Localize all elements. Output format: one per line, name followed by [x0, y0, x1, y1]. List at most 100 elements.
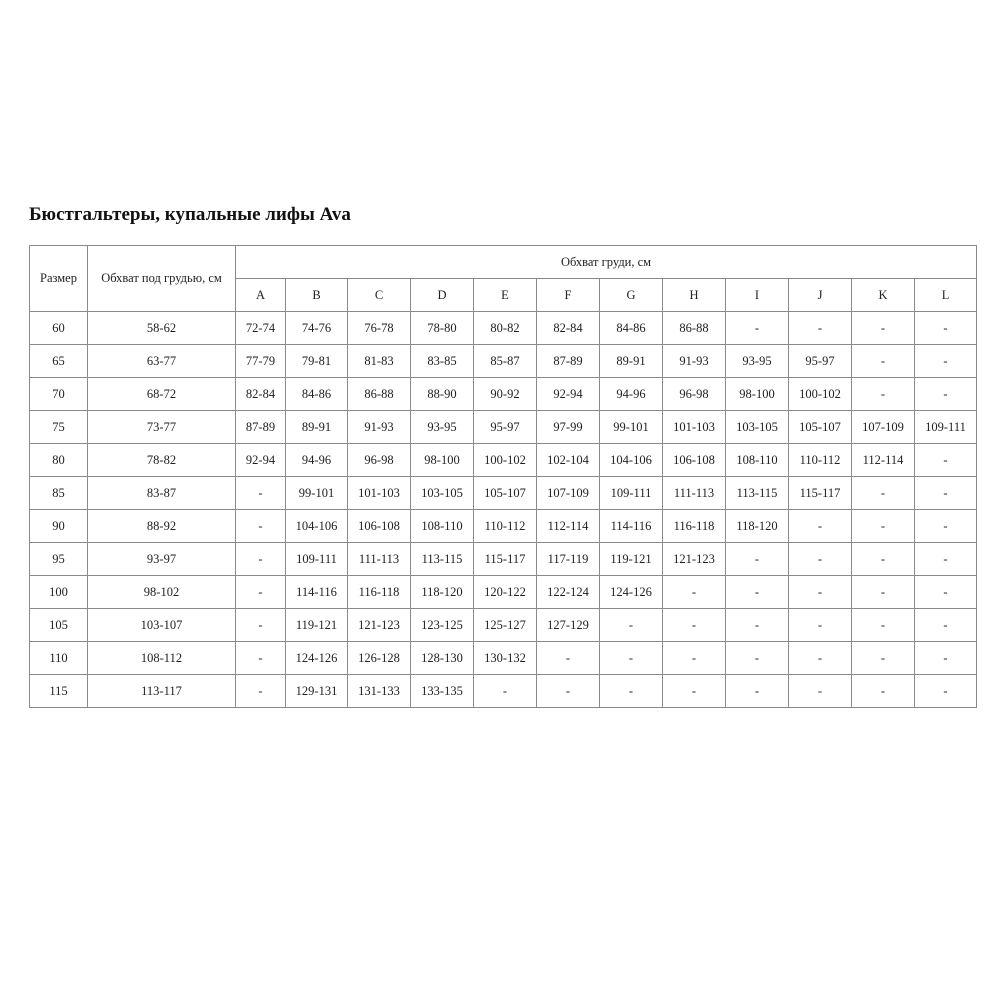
bust-cell: -: [913, 377, 978, 411]
table-row: 100 98-102-114-116 116-118 118-120 120-122 12…: [29, 575, 978, 609]
header-cup-h: H: [662, 278, 726, 312]
header-cup-f: F: [536, 278, 600, 312]
page-title: Бюстгальтеры, купальные лифы Ava: [29, 204, 351, 225]
bust-cell: 98-100: [725, 377, 789, 411]
bust-cell: -: [913, 575, 978, 609]
bust-cell: 74-76: [285, 311, 348, 345]
bust-cell: 133-135: [410, 674, 474, 708]
bust-cell: -: [725, 641, 789, 675]
header-cup-d: D: [410, 278, 474, 312]
bust-cell: -: [725, 608, 789, 642]
bust-cell: 129-131: [285, 674, 348, 708]
bust-cell: -: [235, 575, 286, 609]
bust-cell: 118-120: [410, 575, 474, 609]
bust-cell: 112-114: [536, 509, 600, 543]
bust-cell: 95-97: [473, 410, 537, 444]
bust-cell: -: [235, 509, 286, 543]
header-size: Размер: [29, 245, 88, 312]
table-row: 105 103-107-119-121 121-123 123-125 125-127 1…: [29, 608, 978, 642]
bust-cell: 120-122: [473, 575, 537, 609]
bust-cell: 105-107: [473, 476, 537, 510]
bust-cell: -: [851, 575, 915, 609]
table-body: 60 58-62 72-74 74-76 76-78 78-80 80-82 82-84 84-…: [29, 311, 978, 708]
underbust-cell: 88-92: [87, 509, 236, 543]
bust-cell: -: [788, 608, 852, 642]
bust-cell: -: [235, 476, 286, 510]
table-row: 85 83-87-99-101 101-103 103-105 105-107 107-1…: [29, 476, 978, 510]
bust-cell: 104-106: [285, 509, 348, 543]
bust-cell: 116-118: [347, 575, 411, 609]
bust-cell: -: [788, 542, 852, 576]
bust-cell: 104-106: [599, 443, 663, 477]
bust-cell: 114-116: [285, 575, 348, 609]
underbust-cell: 113-117: [87, 674, 236, 708]
bust-cell: -: [851, 608, 915, 642]
bust-cell: -: [725, 575, 789, 609]
bust-cell: 105-107: [788, 410, 852, 444]
bust-cell: 107-109: [851, 410, 915, 444]
bust-cell: 112-114: [851, 443, 915, 477]
bust-cell: 88-90: [410, 377, 474, 411]
bust-cell: -: [599, 608, 663, 642]
header-underbust: Обхват под грудью, см: [87, 245, 236, 312]
bust-cell: -: [662, 608, 726, 642]
size-table: Размер Обхват под грудью, см Обхват груд…: [29, 245, 978, 708]
bust-cell: 124-126: [285, 641, 348, 675]
bust-cell: 76-78: [347, 311, 411, 345]
bust-cell: -: [851, 476, 915, 510]
size-cell: 85: [29, 476, 88, 510]
table-row: 95 93-97-109-111 111-113 113-115 115-117 117-…: [29, 542, 978, 576]
bust-cell: 108-110: [410, 509, 474, 543]
bust-cell: 95-97: [788, 344, 852, 378]
bust-cell: -: [851, 542, 915, 576]
bust-cell: 106-108: [662, 443, 726, 477]
bust-cell: -: [788, 311, 852, 345]
bust-cell: 111-113: [347, 542, 411, 576]
bust-cell: -: [851, 641, 915, 675]
bust-cell: -: [913, 674, 978, 708]
bust-cell: -: [536, 674, 600, 708]
bust-cell: -: [235, 608, 286, 642]
bust-cell: 101-103: [347, 476, 411, 510]
bust-cell: 119-121: [285, 608, 348, 642]
bust-cell: 93-95: [410, 410, 474, 444]
underbust-cell: 103-107: [87, 608, 236, 642]
bust-cell: 98-100: [410, 443, 474, 477]
header-cup-b: B: [285, 278, 348, 312]
bust-cell: -: [662, 674, 726, 708]
header-cup-l: L: [913, 278, 978, 312]
bust-cell: 89-91: [285, 410, 348, 444]
bust-cell: -: [913, 542, 978, 576]
underbust-cell: 78-82: [87, 443, 236, 477]
bust-cell: 86-88: [662, 311, 726, 345]
bust-cell: -: [851, 377, 915, 411]
size-cell: 95: [29, 542, 88, 576]
bust-cell: 108-110: [725, 443, 789, 477]
bust-cell: 85-87: [473, 344, 537, 378]
bust-cell: 100-102: [473, 443, 537, 477]
bust-cell: 116-118: [662, 509, 726, 543]
bust-cell: -: [725, 311, 789, 345]
bust-cell: -: [913, 443, 978, 477]
table-row: 65 63-77 77-79 79-81 81-83 83-85 85-87 87-89 89-…: [29, 344, 978, 378]
bust-cell: 106-108: [347, 509, 411, 543]
bust-cell: -: [662, 575, 726, 609]
bust-cell: 103-105: [410, 476, 474, 510]
bust-cell: 77-79: [235, 344, 286, 378]
bust-cell: -: [788, 575, 852, 609]
table-row: 90 88-92-104-106 106-108 108-110 110-112 112-…: [29, 509, 978, 543]
bust-cell: 94-96: [599, 377, 663, 411]
bust-cell: 119-121: [599, 542, 663, 576]
size-cell: 115: [29, 674, 88, 708]
bust-cell: 89-91: [599, 344, 663, 378]
bust-cell: 101-103: [662, 410, 726, 444]
bust-cell: -: [788, 509, 852, 543]
table-row: 75 73-77 87-89 89-91 91-93 93-95 95-97 97-99 99-…: [29, 410, 978, 444]
underbust-cell: 73-77: [87, 410, 236, 444]
bust-cell: 92-94: [536, 377, 600, 411]
bust-cell: 109-111: [913, 410, 978, 444]
bust-cell: 102-104: [536, 443, 600, 477]
bust-cell: -: [536, 641, 600, 675]
bust-cell: 124-126: [599, 575, 663, 609]
